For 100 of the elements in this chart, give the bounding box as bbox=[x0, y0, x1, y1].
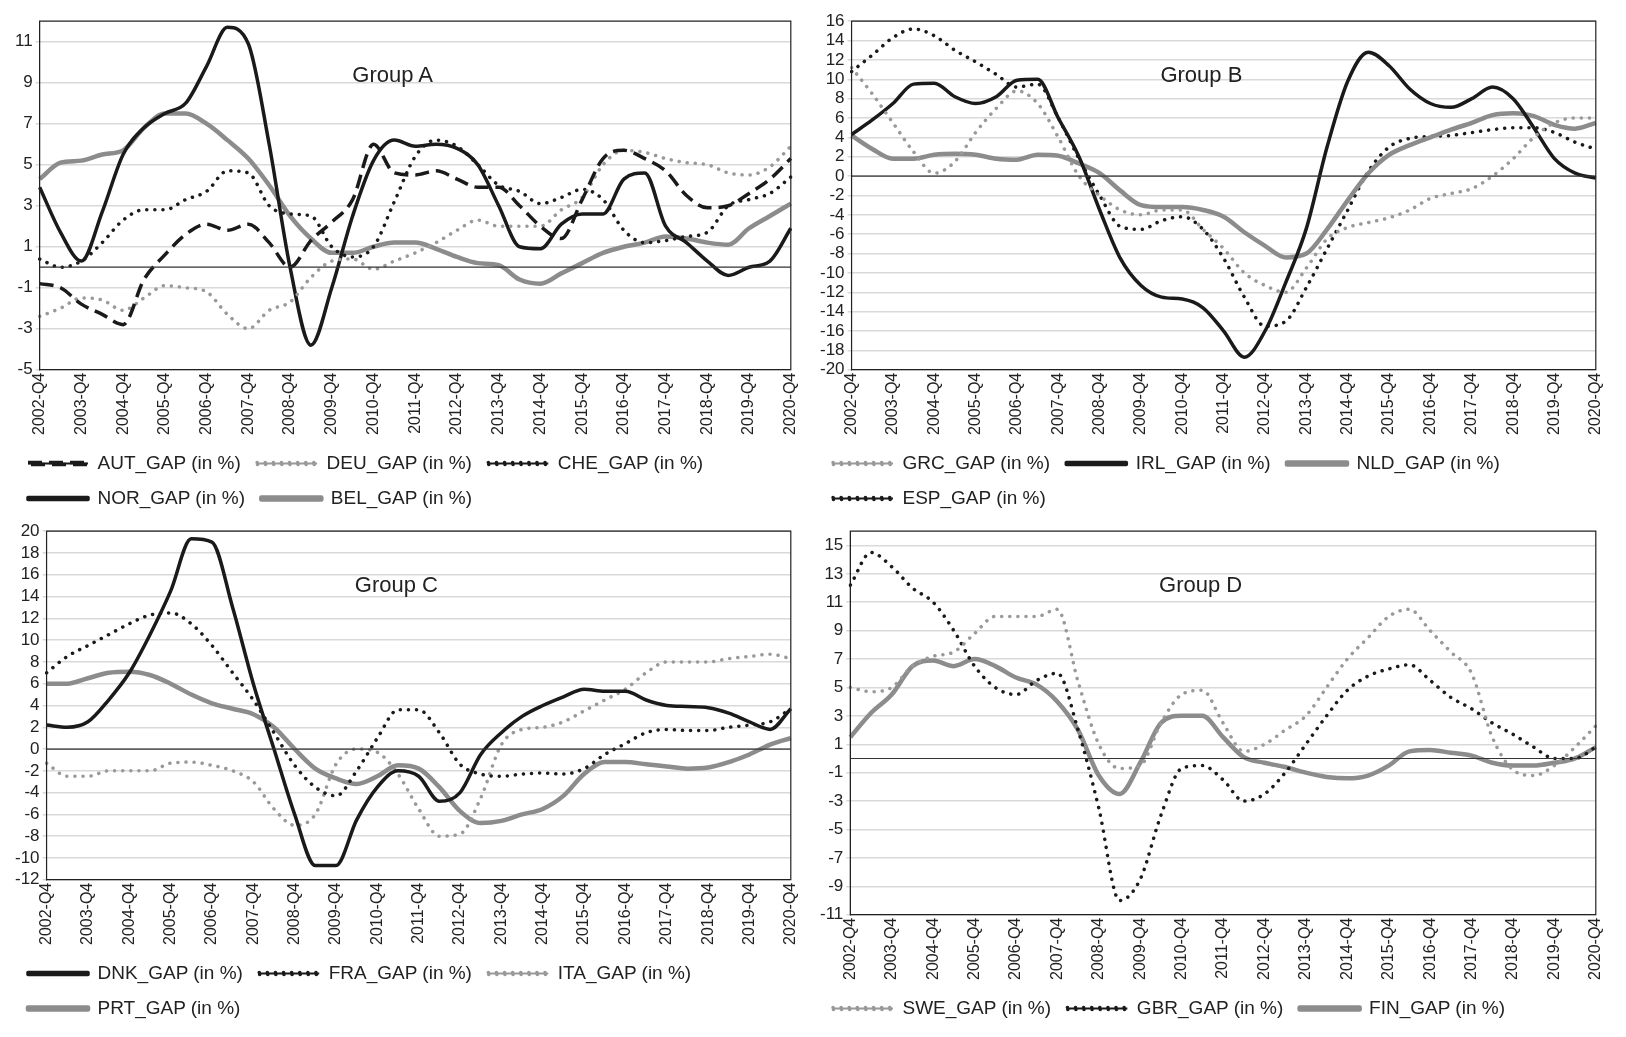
y-tick-label: 20 bbox=[20, 520, 40, 540]
x-tick-label: 2019-Q4 bbox=[1544, 917, 1562, 980]
x-tick-label: 2010-Q4 bbox=[1172, 917, 1190, 980]
x-tick-label: 2020-Q4 bbox=[781, 372, 799, 435]
y-tick-label: -4 bbox=[24, 782, 40, 802]
y-tick-label: 4 bbox=[30, 695, 40, 715]
x-tick-label: 2016-Q4 bbox=[1420, 917, 1438, 980]
x-tick-label: 2004-Q4 bbox=[924, 372, 942, 435]
x-tick-label: 2013-Q4 bbox=[1296, 917, 1314, 980]
y-tick-label: 2 bbox=[30, 716, 40, 736]
x-tick-label: 2006-Q4 bbox=[1007, 372, 1025, 435]
x-tick-label: 2017-Q4 bbox=[656, 372, 674, 435]
x-tick-label: 2007-Q4 bbox=[238, 372, 256, 435]
y-tick-label: 10 bbox=[825, 68, 845, 88]
line-series bbox=[848, 656, 1599, 797]
text: Group B bbox=[1160, 62, 1243, 88]
y-tick-label: 13 bbox=[824, 563, 844, 583]
y-tick-label: 0 bbox=[835, 165, 845, 185]
y-tick-label: 11 bbox=[14, 31, 33, 51]
y-tick-label: -12 bbox=[819, 281, 845, 301]
y-tick-label: -10 bbox=[14, 847, 40, 867]
x-tick-label: 2015-Q4 bbox=[574, 882, 592, 945]
x-tick-label: 2014-Q4 bbox=[1337, 917, 1355, 980]
legend-label: AUT_GAP (in %) bbox=[97, 451, 241, 474]
y-tick-label: 15 bbox=[824, 535, 844, 555]
y-tick-label: -14 bbox=[819, 301, 845, 321]
y-tick-label: 12 bbox=[825, 49, 845, 69]
y-tick-label: -16 bbox=[819, 320, 845, 340]
y-tick-label: 18 bbox=[20, 542, 40, 562]
y-tick-label: 9 bbox=[833, 620, 844, 640]
x-tick-label: 2011-Q4 bbox=[1213, 917, 1231, 979]
x-tick-label: 2003-Q4 bbox=[78, 882, 96, 945]
y-tick-label: -6 bbox=[829, 223, 845, 243]
x-tick-label: 2003-Q4 bbox=[71, 372, 89, 435]
x-tick-label: 2018-Q4 bbox=[1503, 917, 1521, 980]
x-tick-label: 2006-Q4 bbox=[196, 372, 214, 435]
x-tick-label: 2003-Q4 bbox=[882, 917, 900, 980]
legend-label: FRA_GAP (in %) bbox=[328, 961, 472, 984]
x-tick-label: 2008-Q4 bbox=[285, 882, 303, 945]
y-tick-label: -5 bbox=[828, 819, 844, 839]
legend-label: IRL_GAP (in %) bbox=[1135, 451, 1271, 474]
x-tick-label: 2018-Q4 bbox=[697, 372, 715, 435]
y-tick-label: 3 bbox=[23, 195, 33, 215]
y-tick-label: -3 bbox=[17, 318, 33, 338]
y-tick-label: -2 bbox=[24, 760, 40, 780]
line-series bbox=[848, 607, 1598, 778]
y-tick-label: -10 bbox=[819, 262, 845, 282]
x-tick-label: 2006-Q4 bbox=[202, 882, 220, 945]
x-tick-label: 2019-Q4 bbox=[739, 372, 757, 435]
legend-label: PRT_GAP (in %) bbox=[97, 996, 241, 1019]
x-tick-label: 2005-Q4 bbox=[161, 882, 179, 945]
y-tick-label: 4 bbox=[835, 127, 845, 147]
x-tick-label: 2006-Q4 bbox=[1006, 917, 1024, 980]
legend-label: SWE_GAP (in %) bbox=[902, 996, 1052, 1019]
y-tick-label: 5 bbox=[833, 677, 844, 697]
y-tick-label: 8 bbox=[835, 88, 845, 108]
x-tick-label: 2004-Q4 bbox=[923, 917, 941, 980]
y-tick-label: 1 bbox=[833, 733, 844, 753]
y-tick-label: -4 bbox=[829, 204, 845, 224]
x-tick-label: 2011-Q4 bbox=[409, 882, 427, 944]
y-tick-label: 14 bbox=[825, 30, 845, 50]
x-tick-label: 2013-Q4 bbox=[1296, 372, 1314, 435]
y-tick-label: -8 bbox=[24, 825, 40, 845]
legend-label: NLD_GAP (in %) bbox=[1356, 451, 1500, 474]
x-tick-label: 2020-Q4 bbox=[1586, 917, 1604, 980]
y-tick-label: -2 bbox=[829, 185, 845, 205]
y-tick-label: 5 bbox=[23, 154, 33, 174]
x-tick-label: 2011-Q4 bbox=[405, 372, 423, 434]
y-tick-label: 7 bbox=[833, 648, 844, 668]
x-tick-label: 2004-Q4 bbox=[113, 372, 131, 435]
x-tick-label: 2010-Q4 bbox=[1172, 372, 1190, 435]
y-tick-label: -1 bbox=[828, 762, 844, 782]
x-tick-label: 2008-Q4 bbox=[1089, 917, 1107, 980]
x-tick-label: 2015-Q4 bbox=[572, 372, 590, 435]
y-tick-label: 6 bbox=[835, 107, 845, 127]
x-tick-label: 2016-Q4 bbox=[1420, 372, 1438, 435]
y-tick-label: -5 bbox=[17, 359, 33, 379]
x-tick-label: 2015-Q4 bbox=[1379, 917, 1397, 980]
legend-label: DNK_GAP (in %) bbox=[97, 961, 243, 984]
legend-label: BEL_GAP (in %) bbox=[330, 486, 472, 509]
y-tick-label: 3 bbox=[833, 705, 844, 725]
text: Group C bbox=[354, 572, 439, 598]
x-tick-label: 2010-Q4 bbox=[367, 882, 385, 945]
x-tick-label: 2012-Q4 bbox=[447, 372, 465, 435]
x-tick-label: 2011-Q4 bbox=[1214, 372, 1232, 434]
x-tick-label: 2008-Q4 bbox=[280, 372, 298, 435]
x-tick-label: 2013-Q4 bbox=[489, 372, 507, 435]
legend-label: DEU_GAP (in %) bbox=[326, 451, 472, 474]
x-tick-label: 2005-Q4 bbox=[966, 372, 984, 435]
x-tick-label: 2005-Q4 bbox=[964, 917, 982, 980]
x-tick-label: 2014-Q4 bbox=[1338, 372, 1356, 435]
x-tick-label: 2009-Q4 bbox=[322, 372, 340, 435]
x-tick-label: 2007-Q4 bbox=[243, 882, 261, 945]
y-tick-label: -9 bbox=[828, 876, 844, 896]
y-tick-label: -12 bbox=[14, 869, 40, 889]
legend-label: GBR_GAP (in %) bbox=[1136, 996, 1284, 1019]
x-tick-label: 2018-Q4 bbox=[698, 882, 716, 945]
x-tick-label: 2009-Q4 bbox=[326, 882, 344, 945]
legend-label: FIN_GAP (in %) bbox=[1369, 996, 1505, 1019]
x-tick-label: 2020-Q4 bbox=[781, 882, 799, 945]
